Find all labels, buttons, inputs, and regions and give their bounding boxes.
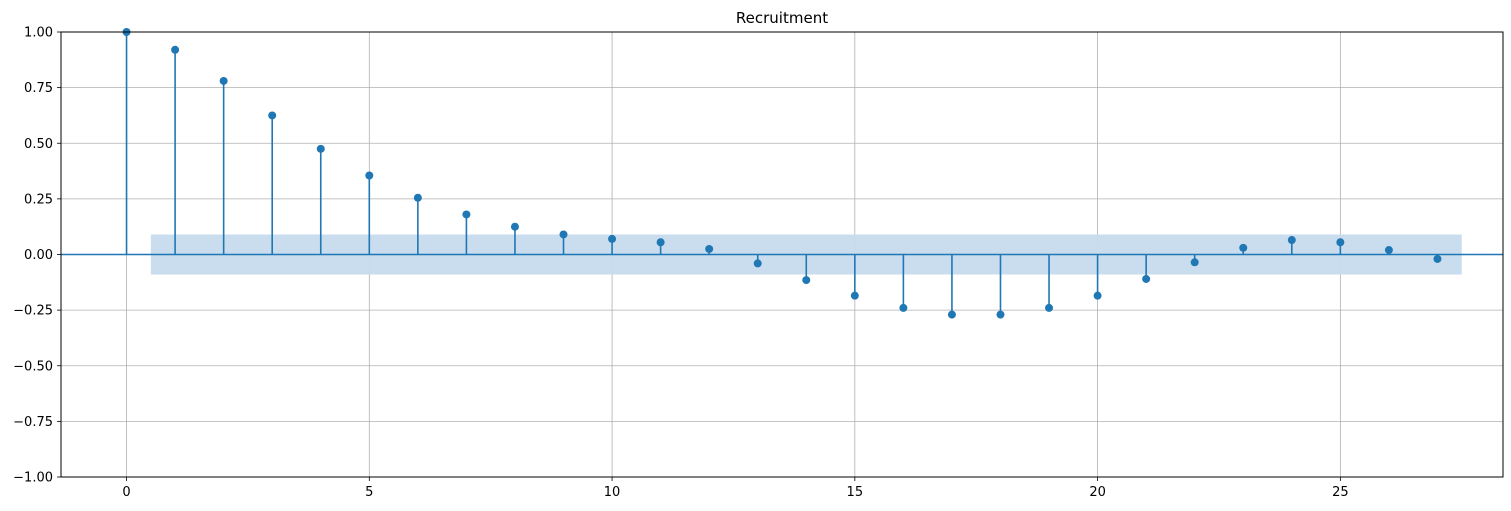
y-tick-label: 1.00 bbox=[24, 26, 53, 41]
stem-series bbox=[122, 28, 1442, 319]
stem-marker bbox=[510, 222, 519, 231]
x-axis-ticks: 0 5 10 15 20 25 bbox=[122, 477, 1349, 500]
stem-marker bbox=[1239, 243, 1248, 252]
stem-marker bbox=[1142, 274, 1151, 283]
stem-marker bbox=[656, 238, 665, 247]
stem-marker bbox=[413, 193, 422, 202]
x-tick-label: 25 bbox=[1332, 485, 1349, 500]
stem-marker bbox=[705, 244, 714, 253]
stem-marker bbox=[996, 310, 1005, 319]
stem-marker bbox=[268, 111, 277, 120]
stem-marker bbox=[1190, 258, 1199, 267]
stem-marker bbox=[1287, 236, 1296, 245]
x-tick-label: 5 bbox=[365, 485, 373, 500]
y-axis-ticks: −1.00 −0.75 −0.50 −0.25 0.00 0.25 0.50 0.75 1.00 bbox=[13, 26, 61, 486]
x-tick-label: 10 bbox=[604, 485, 621, 500]
x-tick-label: 0 bbox=[122, 485, 130, 500]
y-tick-label: 0.00 bbox=[24, 248, 53, 263]
y-tick-label: 0.50 bbox=[24, 137, 53, 152]
stem-marker bbox=[1433, 254, 1442, 263]
stem-marker bbox=[608, 234, 617, 243]
chart-title: Recruitment bbox=[736, 9, 828, 27]
stem-marker bbox=[1045, 303, 1054, 312]
stem-marker bbox=[753, 259, 762, 268]
stem-marker bbox=[462, 210, 471, 219]
stem-marker bbox=[947, 310, 956, 319]
y-tick-label: 0.25 bbox=[24, 192, 53, 207]
stem-marker bbox=[365, 171, 374, 180]
stem-marker bbox=[899, 303, 908, 312]
stem-marker bbox=[219, 76, 228, 85]
y-tick-label: −1.00 bbox=[13, 471, 53, 486]
x-tick-label: 20 bbox=[1089, 485, 1106, 500]
y-tick-label: −0.25 bbox=[13, 304, 53, 319]
y-tick-label: −0.50 bbox=[13, 359, 53, 374]
x-tick-label: 15 bbox=[847, 485, 864, 500]
stem-marker bbox=[1384, 246, 1393, 255]
stem-marker bbox=[316, 144, 325, 153]
stem-marker bbox=[171, 45, 180, 54]
stem-marker bbox=[559, 230, 568, 239]
stem-marker bbox=[1093, 291, 1102, 300]
stem-marker bbox=[802, 276, 811, 285]
y-tick-label: 0.75 bbox=[24, 81, 53, 96]
stem-marker bbox=[850, 291, 859, 300]
stem-marker bbox=[1336, 238, 1345, 247]
y-tick-label: −0.75 bbox=[13, 415, 53, 430]
